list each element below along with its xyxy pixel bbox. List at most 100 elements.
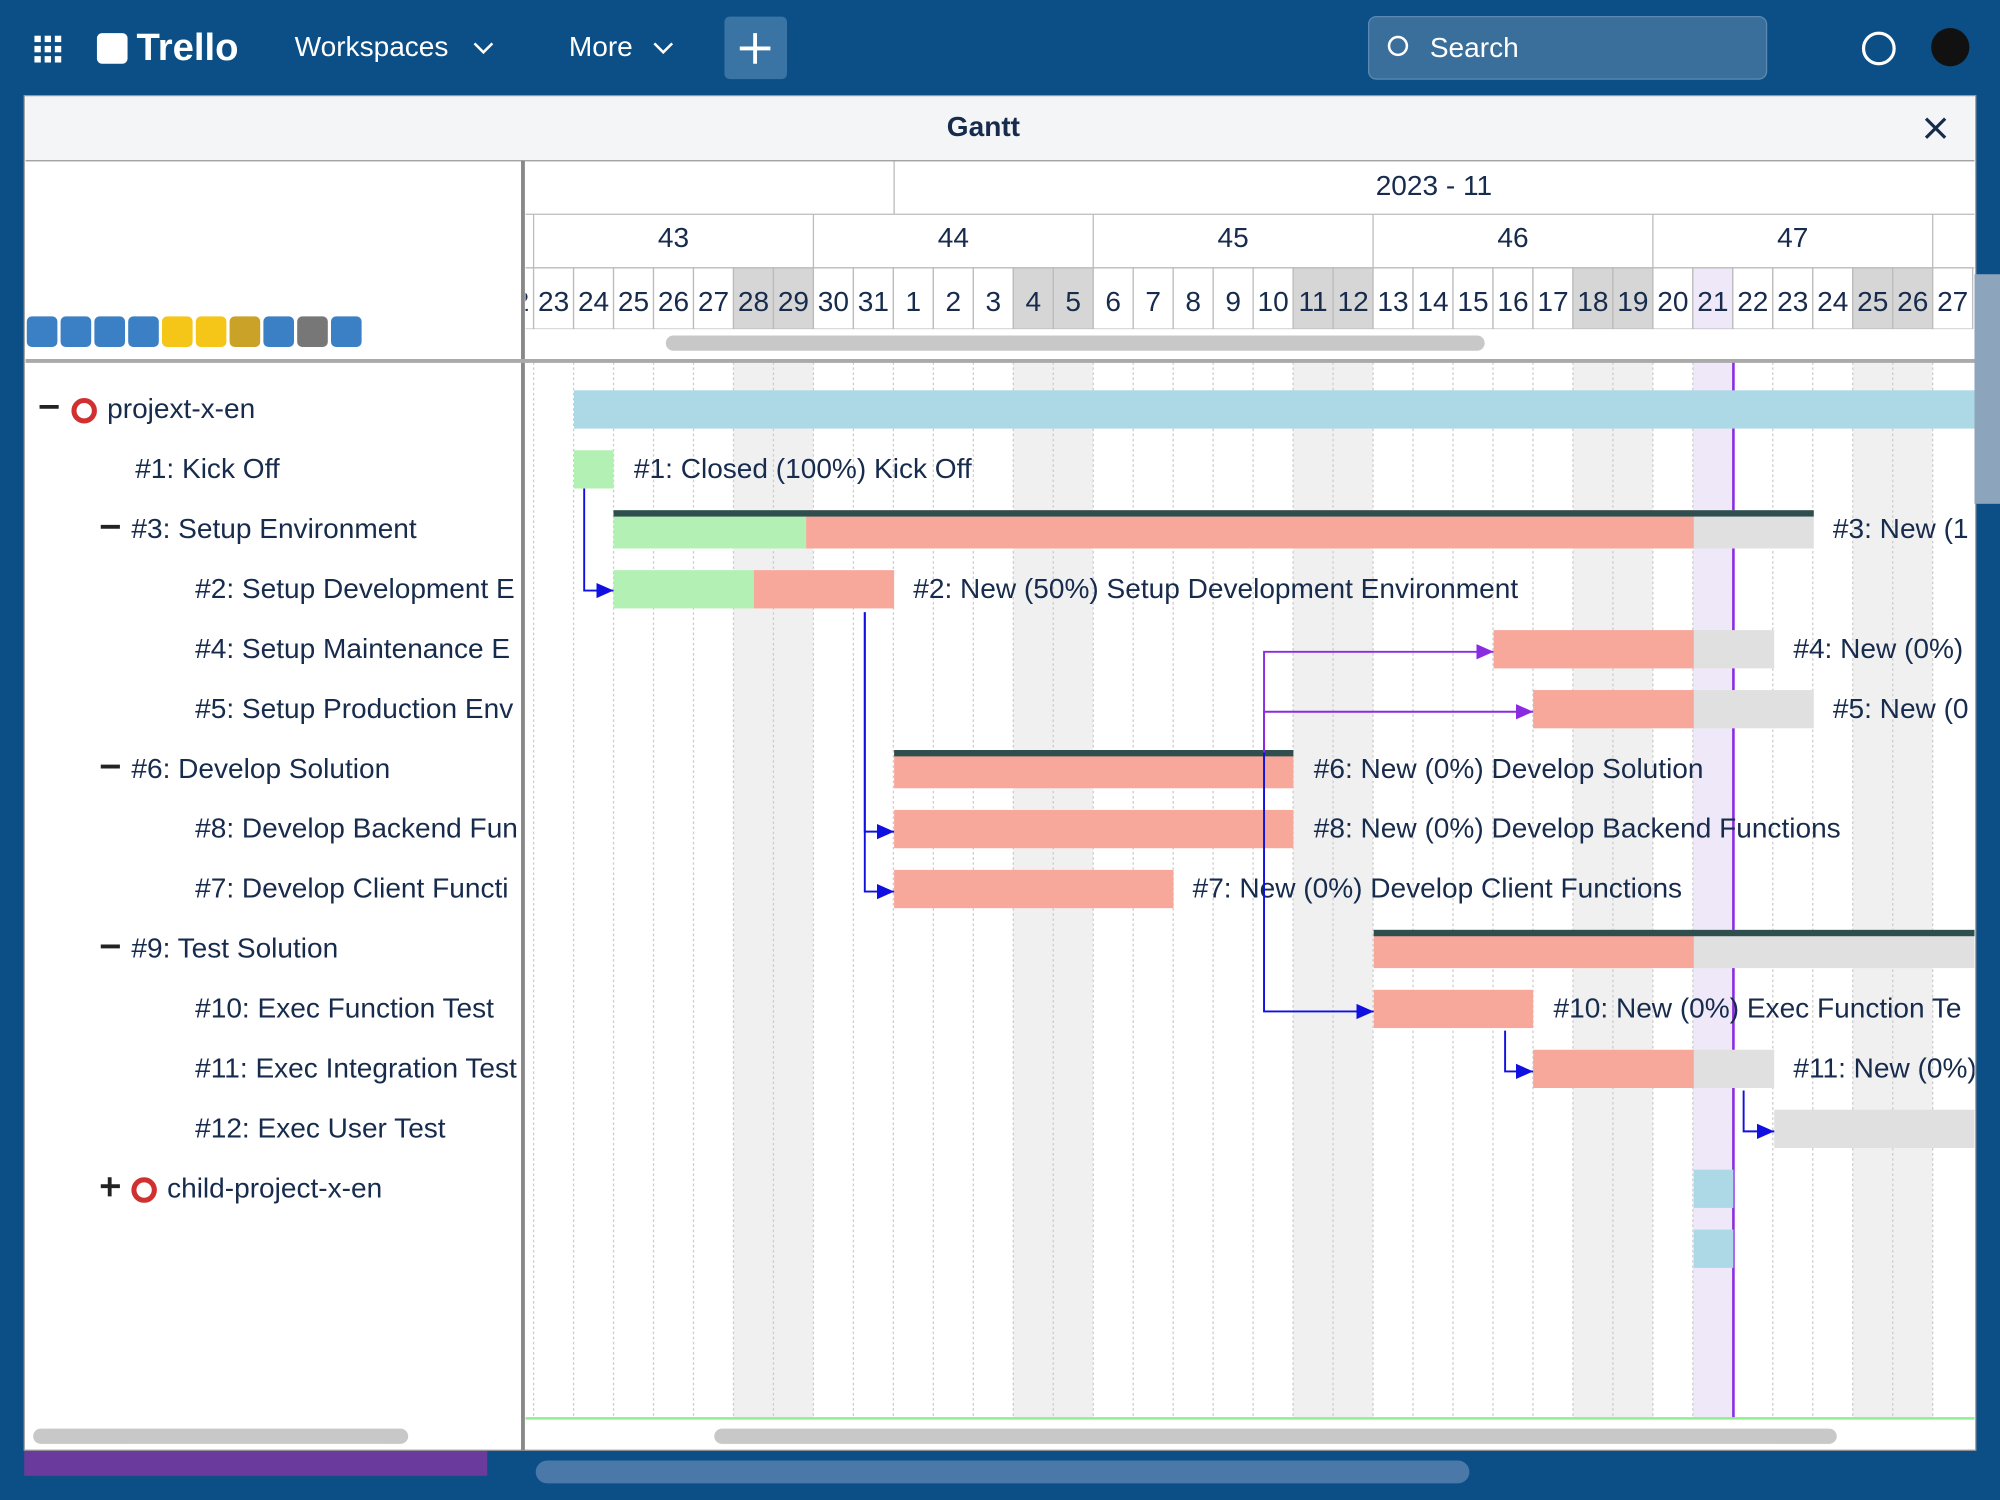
apps-icon[interactable] (34, 35, 62, 63)
task-label[interactable]: #4: Setup Maintenance E (195, 633, 510, 664)
day-label: 25 (1857, 286, 1888, 317)
logo[interactable]: Trello (136, 26, 238, 69)
task-label[interactable]: #1: Kick Off (135, 453, 280, 484)
day-cell (1932, 267, 1974, 330)
bar-label: #10: New (0%) Exec Function Te (1554, 993, 1962, 1024)
day-cell (1292, 267, 1334, 330)
dependency-arrow (1742, 1090, 1775, 1140)
toolbar-button[interactable] (161, 316, 193, 347)
day-label: 21 (1697, 286, 1728, 317)
avatar[interactable] (1931, 28, 1970, 67)
chevron (653, 42, 674, 55)
day-cell (1452, 267, 1494, 330)
task-label[interactable]: child-project-x-en (167, 1172, 382, 1203)
premium-button[interactable] (24, 1447, 488, 1476)
task-tree: projext-x-en #1: Kick Off #3: Setup Enviro… (39, 393, 518, 1203)
help-icon[interactable] (1861, 31, 1896, 66)
scrollbar[interactable] (714, 1428, 1837, 1444)
dependency-arrow (1263, 752, 1374, 1020)
task-bar (1693, 630, 1775, 669)
day-cell (892, 267, 934, 330)
dialog-header (25, 96, 1975, 161)
day-cell (1652, 267, 1694, 330)
bar-label: #7: New (0%) Develop Client Functions (1193, 873, 1682, 904)
day-cell (772, 267, 815, 330)
task-label[interactable]: #10: Exec Function Test (195, 993, 494, 1024)
task-bar (894, 869, 1174, 909)
dependency-arrow (583, 488, 614, 599)
toolbar-button[interactable] (330, 316, 362, 347)
day-cell (812, 267, 855, 330)
day-label: 12 (1337, 286, 1368, 317)
week-label: 45 (1218, 222, 1249, 253)
menu[interactable]: Workspaces (295, 31, 449, 62)
toolbar-button[interactable] (229, 316, 261, 347)
day-cell (1012, 267, 1054, 330)
toolbar-button[interactable] (195, 316, 227, 347)
day-label: 8 (1185, 286, 1201, 317)
toolbar-button[interactable] (297, 316, 328, 347)
bar-label: #11: New (0%) (1793, 1053, 1976, 1084)
day-label: 7 (1145, 286, 1161, 317)
search-box[interactable] (1367, 15, 1768, 80)
task-label[interactable]: #2: Setup Development E (195, 573, 515, 604)
day-label: 1 (906, 286, 922, 317)
chevron (473, 42, 494, 55)
day-label: 27 (698, 286, 729, 317)
day-label: 22 (498, 286, 529, 317)
task-bar (1693, 1169, 1734, 1208)
day-label: 20 (1657, 286, 1688, 317)
day-cell (1772, 267, 1814, 330)
toolbar-button[interactable] (128, 316, 159, 347)
task-bar (1693, 690, 1814, 729)
day-label: 2 (946, 286, 962, 317)
search-icon (1387, 35, 1409, 57)
task-label[interactable]: #7: Develop Client Functi (195, 873, 508, 904)
toolbar-button[interactable] (263, 316, 295, 347)
task-bar (573, 390, 1975, 429)
day-label: 29 (778, 286, 809, 317)
day-cell (1092, 267, 1134, 330)
day-column (573, 362, 614, 1419)
task-label[interactable]: #12: Exec User Test (195, 1113, 446, 1144)
scrollbar[interactable] (1974, 274, 2000, 504)
menu[interactable]: More (569, 31, 633, 62)
day-label: 11 (1299, 286, 1328, 317)
close-button[interactable] (1924, 117, 1947, 139)
toolbar-button[interactable] (94, 316, 125, 347)
task-label[interactable]: #6: Develop Solution (131, 753, 390, 784)
day-cell (1612, 267, 1654, 330)
scrollbar[interactable] (33, 1428, 409, 1444)
day-label: 3 (985, 286, 1001, 317)
task-label[interactable]: #11: Exec Integration Test (195, 1053, 517, 1084)
scrollbar[interactable] (665, 335, 1485, 351)
bar-label: #8: New (0%) Develop Backend Functions (1314, 813, 1841, 844)
dependency-arrow (1263, 704, 1534, 753)
toolbar-button[interactable] (60, 316, 92, 347)
task-label[interactable]: #9: Test Solution (131, 933, 338, 964)
logo-icon (96, 33, 128, 64)
dependency-arrow (1504, 1030, 1534, 1080)
timeline-header: 2023 - 114344454647222324252627282930311… (498, 160, 1975, 330)
task-label[interactable]: #5: Setup Production Env (195, 693, 513, 724)
day-label: 30 (818, 286, 849, 317)
plus (739, 33, 771, 64)
bar-label: #4: New (0%) (1793, 633, 1963, 664)
toolbar-button[interactable] (26, 316, 58, 347)
toolbar (26, 316, 362, 347)
day-cell (932, 267, 974, 330)
day-cell (1532, 267, 1574, 330)
task-label[interactable]: projext-x-en (107, 393, 255, 424)
day-cell (1132, 267, 1174, 330)
month-label: 2023 - 11 (1376, 170, 1492, 201)
bar-label: #1: Closed (100%) Kick Off (634, 453, 972, 484)
summary-bracket (613, 510, 1814, 517)
expand-toggle[interactable] (100, 1177, 120, 1197)
day-cell (692, 267, 735, 330)
task-label[interactable]: #8: Develop Backend Fun (195, 813, 518, 844)
task-label[interactable]: #3: Setup Environment (131, 513, 417, 544)
board-scrollbar[interactable] (535, 1460, 1470, 1484)
day-cell (1892, 267, 1934, 330)
bar-label: #2: New (50%) Setup Development Environm… (913, 573, 1518, 604)
